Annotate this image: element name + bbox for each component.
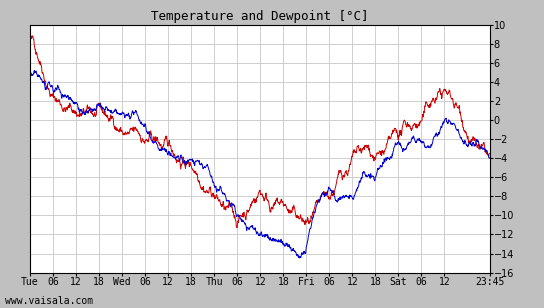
- Title: Temperature and Dewpoint [°C]: Temperature and Dewpoint [°C]: [151, 10, 368, 23]
- Text: www.vaisala.com: www.vaisala.com: [5, 297, 94, 306]
